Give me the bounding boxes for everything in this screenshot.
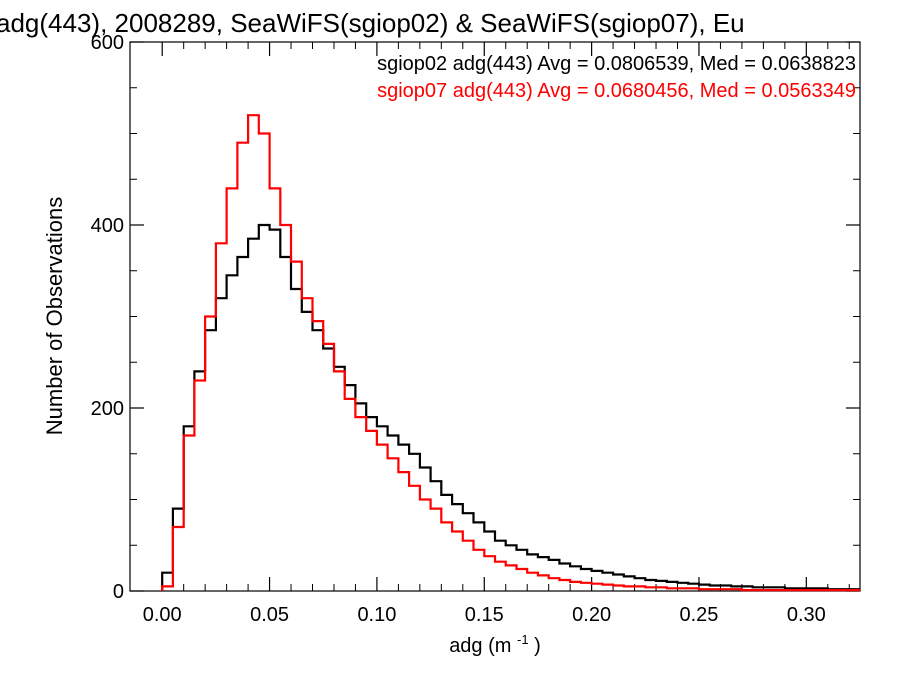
chart-title: adg(443), 2008289, SeaWiFS(sgiop02) & Se… [0,8,745,38]
legend: sgiop02 adg(443) Avg = 0.0806539, Med = … [377,53,856,102]
legend-entry-sgiop02: sgiop02 adg(443) Avg = 0.0806539, Med = … [377,53,856,75]
x-axis-label-superscript: -1 [517,632,529,647]
y-tick-label: 600 [91,32,124,54]
plot-frame [129,41,861,592]
x-tick-label: 0.00 [143,604,182,626]
x-tick-label: 0.15 [465,604,504,626]
plot-area: 0 200 400 600 0.00 0.05 0.10 0.15 0.20 0.25 0.30 [91,32,861,626]
y-tick-label: 200 [91,398,124,420]
x-tick-label: 0.20 [572,604,611,626]
x-axis-label: adg (m -1 ) [449,627,541,657]
y-axis-ticks: 0 200 400 600 [91,32,860,603]
x-axis-ticks: 0.00 0.05 0.10 0.15 0.20 0.25 0.30 [143,42,850,626]
y-axis-label: Number of Observations [42,197,67,435]
y-tick-label: 0 [113,581,124,603]
x-tick-label: 0.30 [787,604,826,626]
legend-entry-sgiop07: sgiop07 adg(443) Avg = 0.0680456, Med = … [377,80,856,102]
x-tick-label: 0.05 [250,604,289,626]
x-tick-label: 0.10 [357,604,396,626]
x-axis-label-base: adg (m [449,635,511,657]
series-line-sgiop07 [161,114,860,592]
series-group [161,114,860,592]
x-axis-label-end: ) [534,635,541,657]
series-line-sgiop02 [161,223,860,591]
x-tick-label: 0.25 [680,604,719,626]
y-tick-label: 400 [91,215,124,237]
